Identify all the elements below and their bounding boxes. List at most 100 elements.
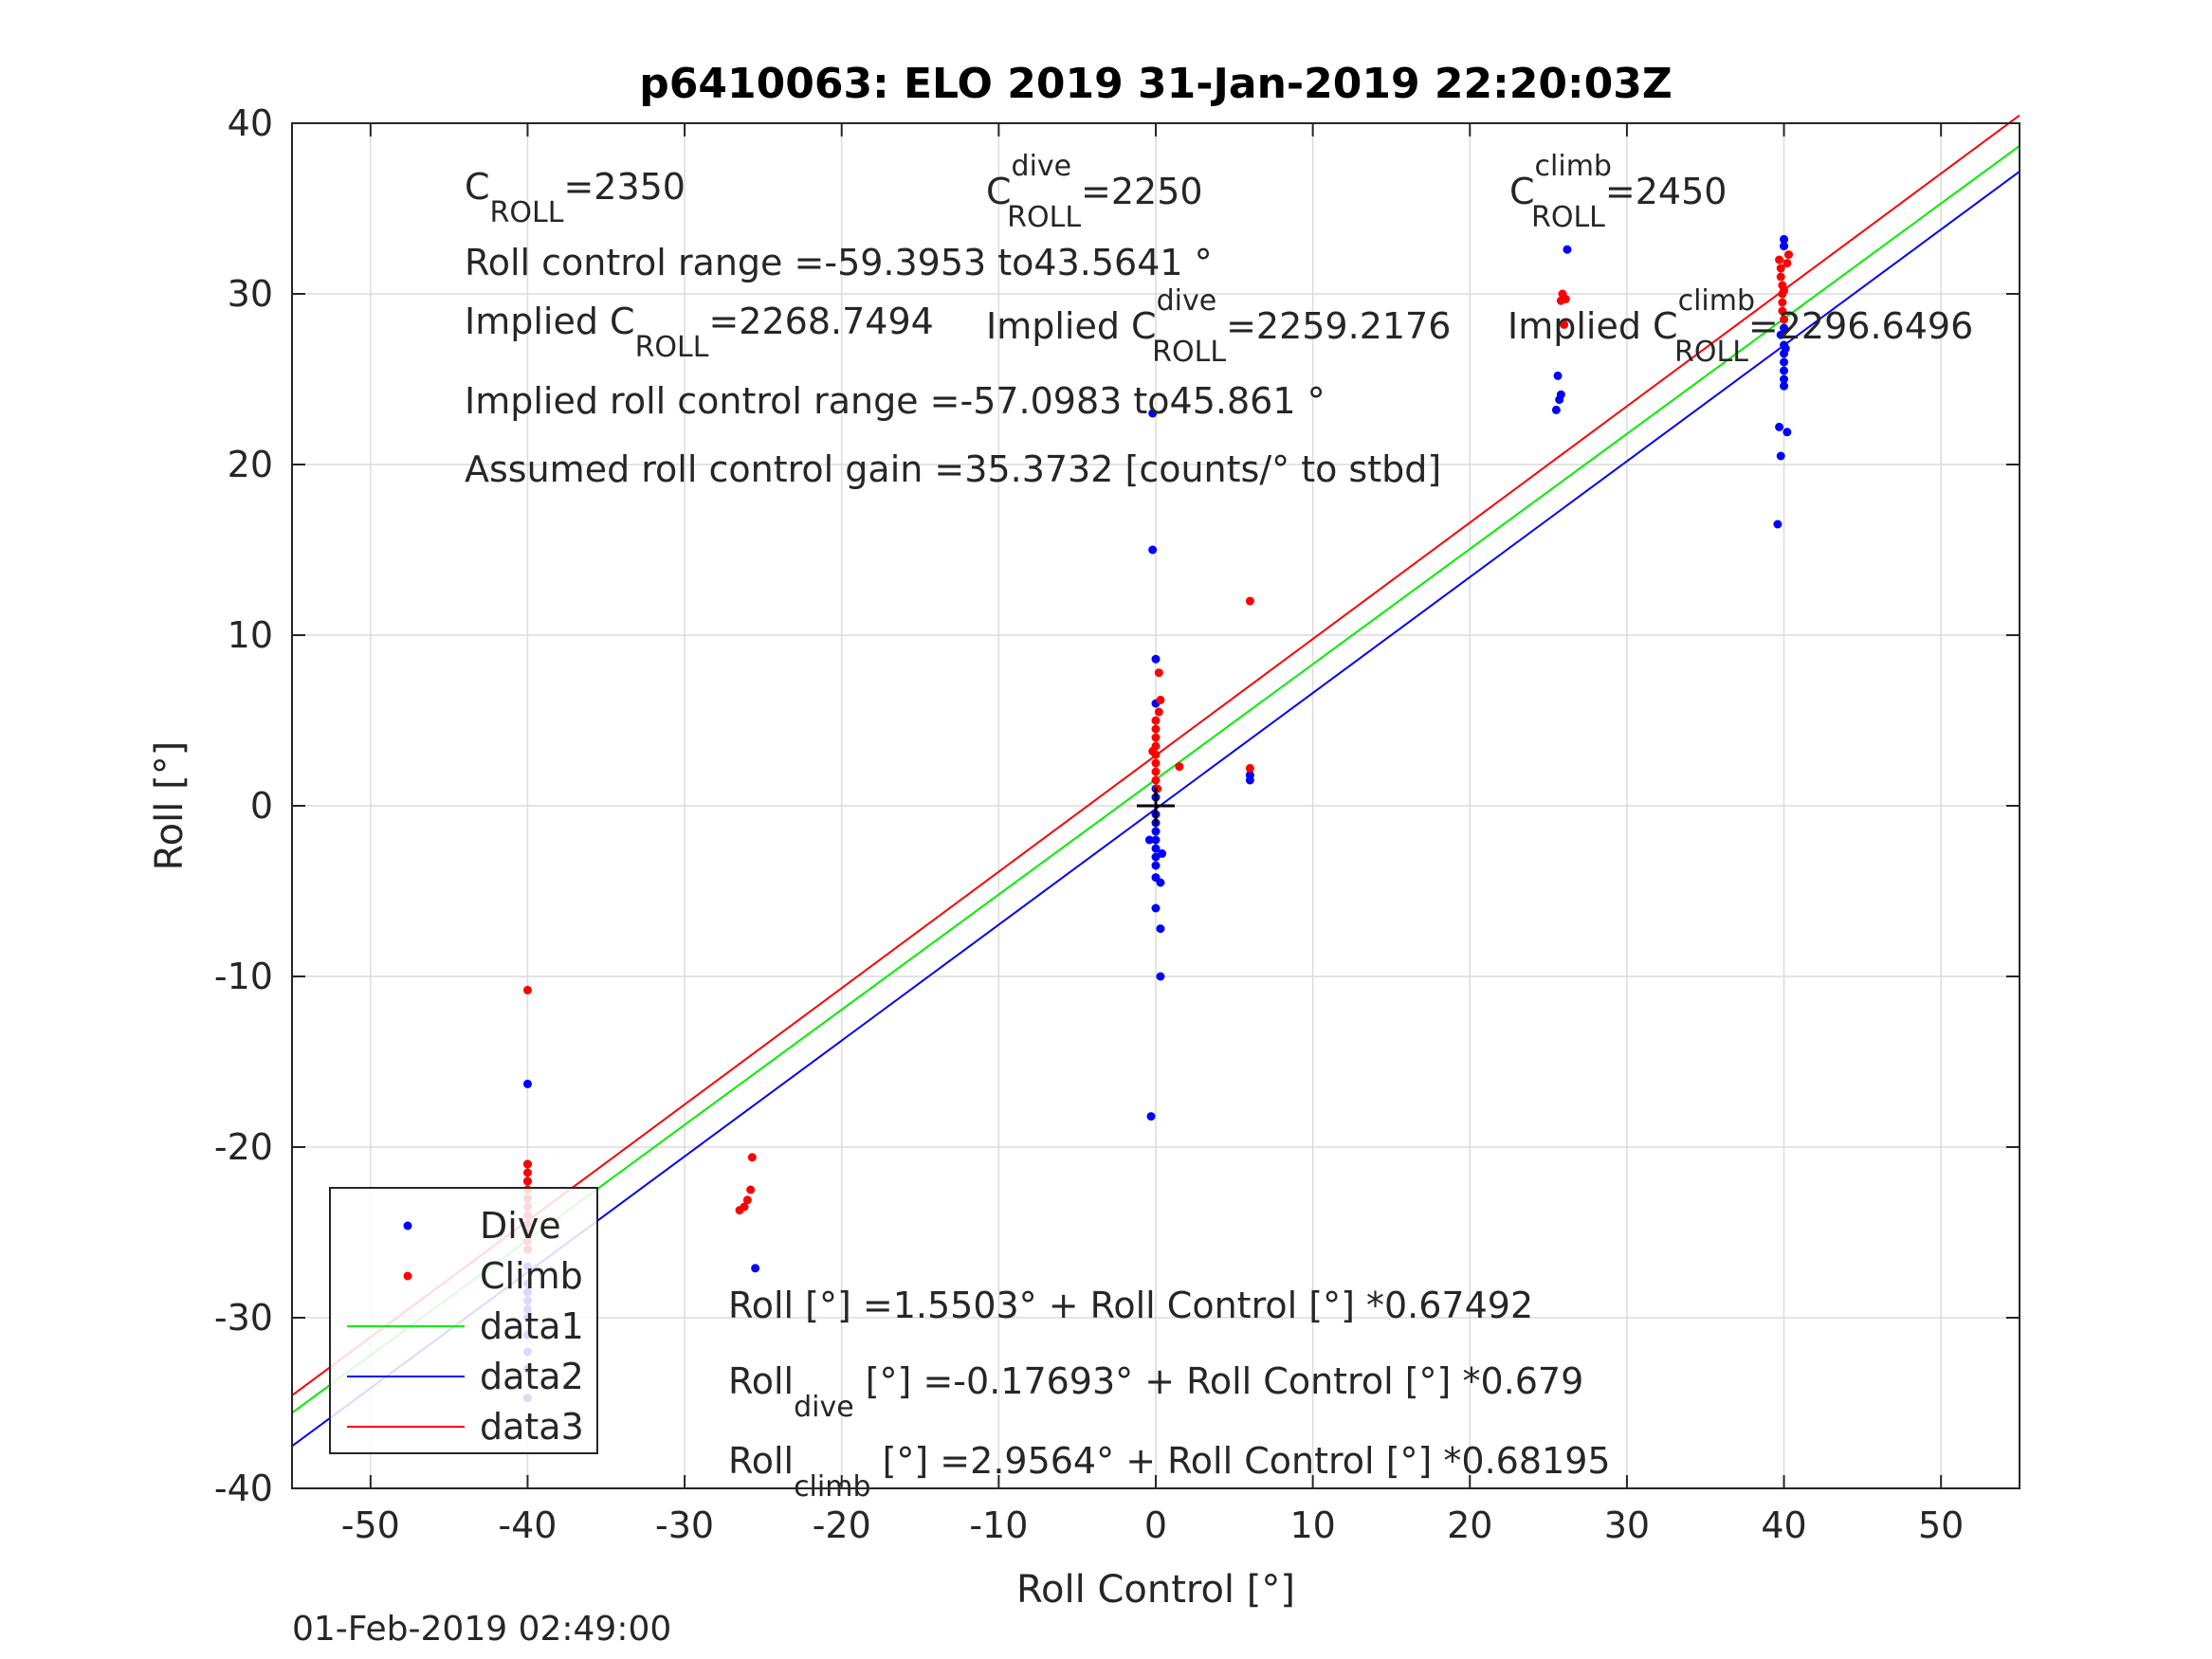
y-tick-label: -40 [214,1468,273,1509]
x-tick-label: 50 [1918,1504,1964,1546]
chart-title: p6410063: ELO 2019 31-Jan-2019 22:20:03Z [639,60,1672,108]
dive-point [1148,409,1158,418]
climb-point [1556,296,1565,305]
dive-point [1151,861,1161,870]
y-tick-label: 0 [250,785,273,827]
dive-point [1151,844,1161,853]
legend-box [329,1187,598,1454]
dive-point [1776,330,1785,339]
fit-all-annotation: Roll [°] =1.5503° + Roll Control [°] *0.… [728,1285,1533,1326]
c-roll-climb-annotation: Cclimb ROLL=2450 [1509,150,1727,234]
dive-point [1551,405,1561,414]
dive-point [1151,852,1161,862]
climb-point [1780,315,1789,324]
climb-point [1784,250,1794,260]
x-tick-label: -30 [655,1504,714,1546]
legend-label-data3: data3 [480,1406,584,1448]
climb-point [522,1176,532,1186]
legend-label-dive: Dive [480,1205,561,1247]
climb-point [1778,306,1787,316]
climb-point [1245,596,1254,606]
assumed-gain-annotation: Assumed roll control gain =35.3732 [coun… [465,448,1441,490]
climb-point [747,1153,757,1162]
y-tick-label: -20 [214,1126,273,1168]
legend-marker-dive [403,1221,412,1231]
dive-point [1151,835,1161,845]
implied-c-roll-climb-annotation: Implied Cclimb ROLL=2296.6496 [1508,284,1973,369]
climb-point [740,1202,749,1212]
climb-point [1154,707,1163,717]
y-tick-label: 30 [228,273,273,315]
dive-point [1156,972,1165,981]
x-tick-label: 0 [1144,1504,1167,1546]
dive-point [1780,366,1789,375]
climb-point [1775,255,1784,264]
x-tick-label: -10 [969,1504,1028,1546]
climb-point [522,985,532,994]
dive-point [1781,344,1790,354]
x-tick-label: 40 [1761,1504,1806,1546]
climb-point [1151,758,1161,768]
y-tick-label: -10 [214,956,273,997]
climb-point [1151,767,1161,776]
dive-point [1146,1112,1156,1121]
timestamp: 01-Feb-2019 02:49:00 [292,1610,671,1649]
dive-point [1553,371,1563,380]
climb-point [1776,272,1785,282]
legend: Dive Climb data1 data2 data3 [329,1187,598,1454]
climb-point [742,1195,752,1205]
x-tick-label: 30 [1604,1504,1650,1546]
x-tick-label: -40 [498,1504,557,1546]
dive-point [1151,654,1161,664]
climb-point [1776,264,1785,273]
dive-point [1563,245,1572,254]
legend-label-climb: Climb [480,1255,583,1297]
x-axis-label: Roll Control [°] [1016,1568,1295,1612]
dive-point [1151,903,1161,913]
dive-point [1782,428,1792,437]
c-roll-annotation: CROLL=2350 [465,166,686,229]
y-tick-label: 20 [228,444,273,485]
climb-point [1148,746,1158,756]
climb-point [1245,763,1254,773]
climb-point [1780,285,1789,295]
dive-point [1158,848,1167,858]
dive-point [1556,390,1565,399]
axis-ticks: -50 -40 -30 -20 -10 0 10 20 30 40 50 -40 -30 -20 -10 0 1… [214,102,2020,1546]
climb-point [1156,695,1165,704]
c-roll-dive-annotation: Cdive ROLL=2250 [986,150,1203,234]
y-tick-label: 10 [228,614,273,656]
implied-c-roll-dive-annotation: Implied Cdive ROLL=2259.2176 [986,284,1451,369]
dive-point [1780,242,1789,251]
legend-marker-climb [403,1271,412,1281]
implied-c-roll-annotation: Implied CROLL=2268.7494 [465,301,934,364]
climb-point [1778,298,1787,307]
dive-point [1780,381,1789,391]
x-tick-label: 10 [1289,1504,1335,1546]
climb-point [1151,716,1161,725]
climb-point [746,1185,756,1194]
legend-label-data1: data1 [480,1305,584,1347]
dive-point [1776,451,1785,461]
dive-point [1156,878,1165,887]
x-tick-label: -20 [813,1504,871,1546]
climb-point [1151,733,1161,742]
dive-point [1156,924,1165,934]
dive-point [1780,234,1789,244]
climb-point [1151,724,1161,734]
y-tick-label: -30 [214,1297,273,1339]
dive-point [522,1079,532,1088]
climb-point [522,1159,532,1169]
center-mark [1137,787,1175,825]
climb-point [1154,668,1163,678]
climb-point [1175,762,1184,772]
dive-point [1144,835,1154,845]
y-axis-label: Roll [°] [148,741,192,871]
roll-control-range-annotation: Roll control range =-59.3953 to43.5641 ° [465,242,1213,283]
dive-point [1780,357,1789,367]
legend-label-data2: data2 [480,1356,584,1397]
climb-point [1560,319,1569,329]
dive-point [1245,771,1254,780]
x-tick-label: 20 [1447,1504,1492,1546]
